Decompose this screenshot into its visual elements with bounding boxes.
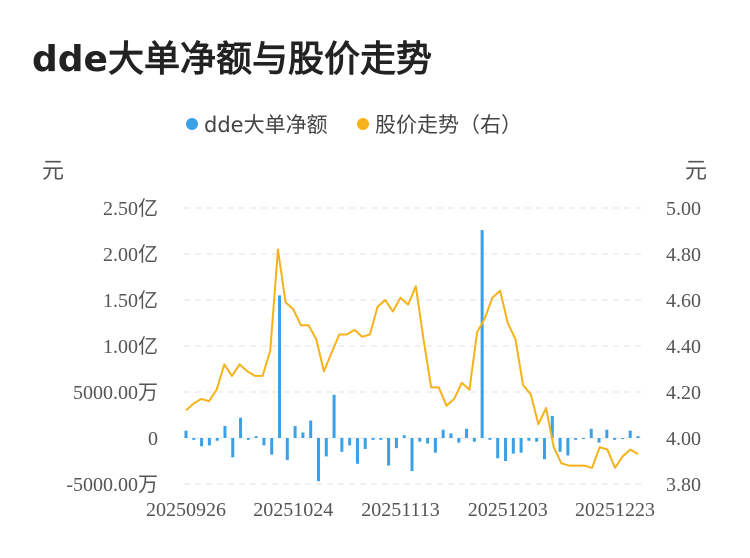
dde-bar: [628, 430, 632, 438]
right-axis-ticks: 5.00 4.80 4.60 4.40 4.20 4.00 3.80: [666, 198, 701, 496]
left-tick-label: 2.50亿: [103, 197, 158, 220]
dde-bar: [581, 438, 585, 439]
dde-bar: [410, 438, 414, 472]
dde-bar: [239, 417, 243, 438]
dde-bar: [620, 438, 624, 439]
chart-title: dde大单净额与股价走势: [32, 39, 432, 80]
left-tick-label: 1.50亿: [103, 289, 158, 312]
dde-bar: [558, 438, 562, 452]
right-tick-label: 3.80: [666, 474, 701, 496]
right-tick-label: 4.80: [666, 244, 701, 266]
dde-bar: [527, 438, 531, 441]
dde-bar: [636, 436, 640, 438]
dde-bar: [309, 420, 313, 438]
dde-bar: [231, 438, 235, 458]
dde-bar: [192, 438, 196, 440]
left-tick-label: 0: [148, 428, 158, 450]
dde-bar: [363, 438, 367, 450]
dde-bar: [574, 438, 578, 440]
dde-bar: [433, 438, 437, 453]
dde-bar: [402, 435, 406, 438]
dde-bar: [215, 438, 219, 441]
left-axis-unit: 元: [42, 159, 64, 184]
legend-dde-marker[interactable]: [186, 118, 198, 130]
dde-bar: [348, 438, 352, 446]
dde-bar: [200, 438, 204, 447]
dde-bar: [278, 295, 282, 438]
dde-bar: [613, 438, 617, 440]
dde-bar: [465, 428, 469, 438]
x-tick-label: 20251223: [575, 499, 655, 521]
dde-bar: [262, 438, 266, 446]
dde-bar: [535, 438, 539, 442]
dde-bar: [254, 436, 258, 438]
dde-bar: [496, 438, 500, 459]
dde-bar: [480, 230, 484, 438]
dde-bar: [371, 438, 375, 440]
right-tick-label: 4.00: [666, 428, 701, 450]
dde-bar: [340, 438, 344, 452]
dde-bar: [418, 438, 422, 442]
dde-bar: [293, 426, 297, 438]
dde-bar: [457, 438, 461, 443]
x-axis-ticks: 20250926 20251024 20251113 20251203 20251223: [146, 499, 655, 521]
left-tick-label: 5000.00万: [73, 382, 158, 404]
dde-bar: [332, 394, 336, 438]
dde-bar: [285, 438, 289, 461]
x-tick-label: 20251203: [468, 499, 548, 521]
dde-bar: [223, 426, 227, 438]
dde-bar: [387, 438, 391, 466]
x-tick-label: 20251024: [253, 499, 333, 521]
price-line-series: [185, 248, 639, 469]
dde-bar: [246, 438, 250, 440]
x-tick-label: 20250926: [146, 499, 226, 521]
dde-bar: [207, 438, 211, 446]
dde-bar: [589, 428, 593, 438]
dde-bar: [426, 438, 430, 444]
x-tick-label: 20251113: [361, 499, 440, 521]
dde-bar: [184, 430, 188, 438]
dde-bar: [441, 429, 445, 438]
dde-bar: [519, 438, 523, 453]
dde-bar: [449, 433, 453, 438]
dde-bar: [605, 429, 609, 438]
dde-bar: [324, 438, 328, 457]
dde-bar: [504, 438, 508, 461]
dde-bar: [394, 438, 398, 449]
dde-bar-series: [184, 230, 640, 482]
legend-dde-label[interactable]: dde大单净额: [204, 113, 328, 137]
legend-price-marker[interactable]: [357, 118, 369, 130]
dde-bar: [488, 438, 492, 440]
dde-bar: [566, 438, 570, 456]
left-tick-label: 1.00亿: [103, 335, 158, 358]
right-tick-label: 5.00: [666, 198, 701, 220]
right-tick-label: 4.60: [666, 290, 701, 312]
right-tick-label: 4.40: [666, 336, 701, 358]
dde-bar: [597, 438, 601, 443]
left-tick-label: -5000.00万: [66, 474, 158, 496]
price-line: [185, 248, 639, 469]
dde-bar: [542, 438, 546, 460]
dde-bar: [511, 438, 515, 454]
left-tick-label: 2.00亿: [103, 243, 158, 266]
legend-price-label[interactable]: 股价走势（右）: [375, 113, 522, 137]
dde-bar: [270, 438, 274, 455]
dde-bar: [355, 438, 359, 464]
dde-bar: [550, 415, 554, 438]
right-tick-label: 4.20: [666, 382, 701, 404]
dde-bar: [316, 438, 320, 482]
dde-bar: [379, 438, 383, 440]
right-axis-unit: 元: [685, 159, 707, 184]
dde-bar: [472, 438, 476, 442]
dde-bar: [301, 432, 305, 438]
left-axis-ticks: 2.50亿 2.00亿 1.50亿 1.00亿 5000.00万 0 -5000.00万: [66, 197, 158, 496]
